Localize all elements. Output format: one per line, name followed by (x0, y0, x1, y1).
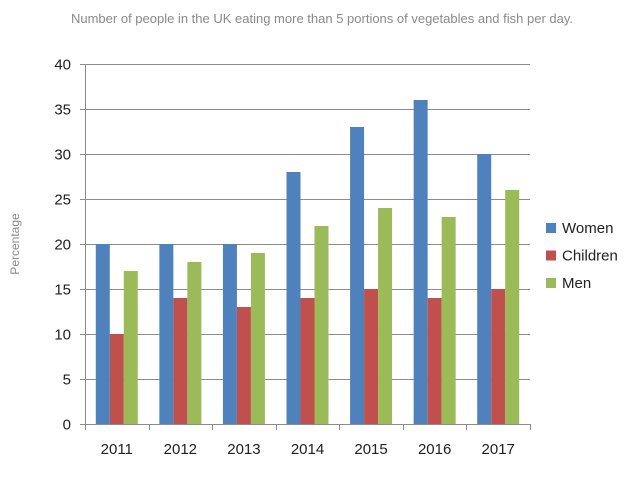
y-tick-label: 5 (63, 372, 71, 389)
bar-men-2013 (250, 253, 265, 424)
legend-swatch-children (546, 250, 556, 261)
y-tick-label: 30 (54, 147, 71, 164)
chart-title: Number of people in the UK eating more t… (71, 11, 573, 26)
bar-women-2016 (413, 100, 428, 424)
bar-children-2012 (173, 298, 188, 424)
bar-children-2013 (236, 307, 251, 424)
bar-children-2017 (491, 289, 506, 424)
bar-men-2017 (505, 190, 520, 424)
bar-women-2017 (477, 154, 492, 424)
y-tick-label: 25 (54, 192, 71, 209)
x-tick-label: 2013 (227, 441, 260, 458)
bar-children-2011 (109, 334, 124, 424)
bar-men-2014 (314, 226, 329, 424)
bar-men-2011 (123, 271, 138, 424)
bar-children-2016 (427, 298, 442, 424)
y-tick-label: 35 (54, 102, 71, 119)
y-tick-label: 20 (54, 237, 71, 254)
bar-women-2013 (222, 244, 237, 424)
bar-children-2015 (364, 289, 379, 424)
y-tick-label: 10 (54, 327, 71, 344)
bar-men-2012 (187, 262, 202, 424)
y-tick-label: 40 (54, 57, 71, 74)
y-axis-label: Percentage (8, 213, 22, 275)
x-tick-label: 2017 (482, 441, 515, 458)
y-tick-label: 15 (54, 282, 71, 299)
bar-men-2015 (378, 208, 393, 424)
legend-swatch-women (546, 223, 556, 233)
bar-women-2014 (286, 172, 301, 424)
y-tick-label: 0 (63, 417, 71, 434)
legend-swatch-men (546, 278, 556, 288)
legend-label-men: Men (562, 275, 591, 292)
legend-label-women: Women (562, 220, 613, 237)
bar-women-2011 (95, 244, 110, 424)
legend-label-children: Children (562, 248, 618, 265)
x-tick-label: 2016 (418, 441, 451, 458)
x-tick-label: 2015 (354, 441, 387, 458)
bar-women-2015 (350, 127, 365, 424)
x-tick-label: 2014 (291, 441, 324, 458)
bar-children-2014 (300, 298, 315, 424)
bar-women-2012 (159, 244, 174, 424)
x-tick-label: 2011 (101, 441, 133, 458)
bar-men-2016 (441, 217, 456, 424)
x-tick-label: 2012 (164, 441, 197, 458)
